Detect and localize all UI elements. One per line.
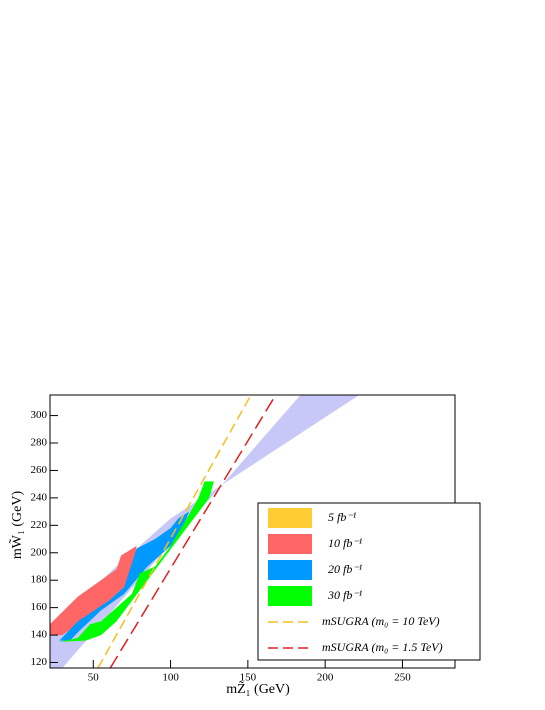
y-tick-label: 240 [31,491,48,503]
legend-label: 5 fb⁻¹ [328,510,357,524]
y-tick-label: 300 [31,409,48,421]
plot [50,395,360,668]
y-tick-label: 200 [31,546,48,558]
y-tick-label: 220 [31,519,48,531]
legend-swatch [268,560,312,580]
line [97,395,252,668]
y-tick-label: 120 [31,656,48,668]
x-axis-label: mZ̃₁ (GeV) [226,680,290,697]
y-tick-label: 280 [31,437,48,449]
y-tick-label: 160 [31,601,48,613]
legend-label: mSUGRA (m₀ = 1.5 TeV) [322,640,443,654]
x-tick-label: 150 [240,672,257,684]
legend-swatch [268,586,312,606]
x-tick-label: 100 [162,672,179,684]
legend-label: 10 fb⁻¹ [328,536,363,550]
y-tick-label: 140 [31,629,48,641]
x-tick-label: 50 [88,672,100,684]
y-axis-label: mW̃₁ (GeV) [9,491,26,560]
legend-label: 30 fb⁻¹ [327,588,363,602]
x-tick-label: 250 [394,672,411,684]
legend-label: mSUGRA (m₀ = 10 TeV) [322,614,440,628]
region [59,511,190,641]
legend-swatch [268,508,312,528]
legend-box [257,502,481,661]
legend-swatch [268,534,312,554]
region [50,545,137,636]
line [109,395,277,668]
y-tick-label: 180 [31,574,48,586]
y-tick-label: 260 [31,464,48,476]
legend-label: 20 fb⁻¹ [328,562,363,576]
x-tick-label: 200 [317,672,334,684]
